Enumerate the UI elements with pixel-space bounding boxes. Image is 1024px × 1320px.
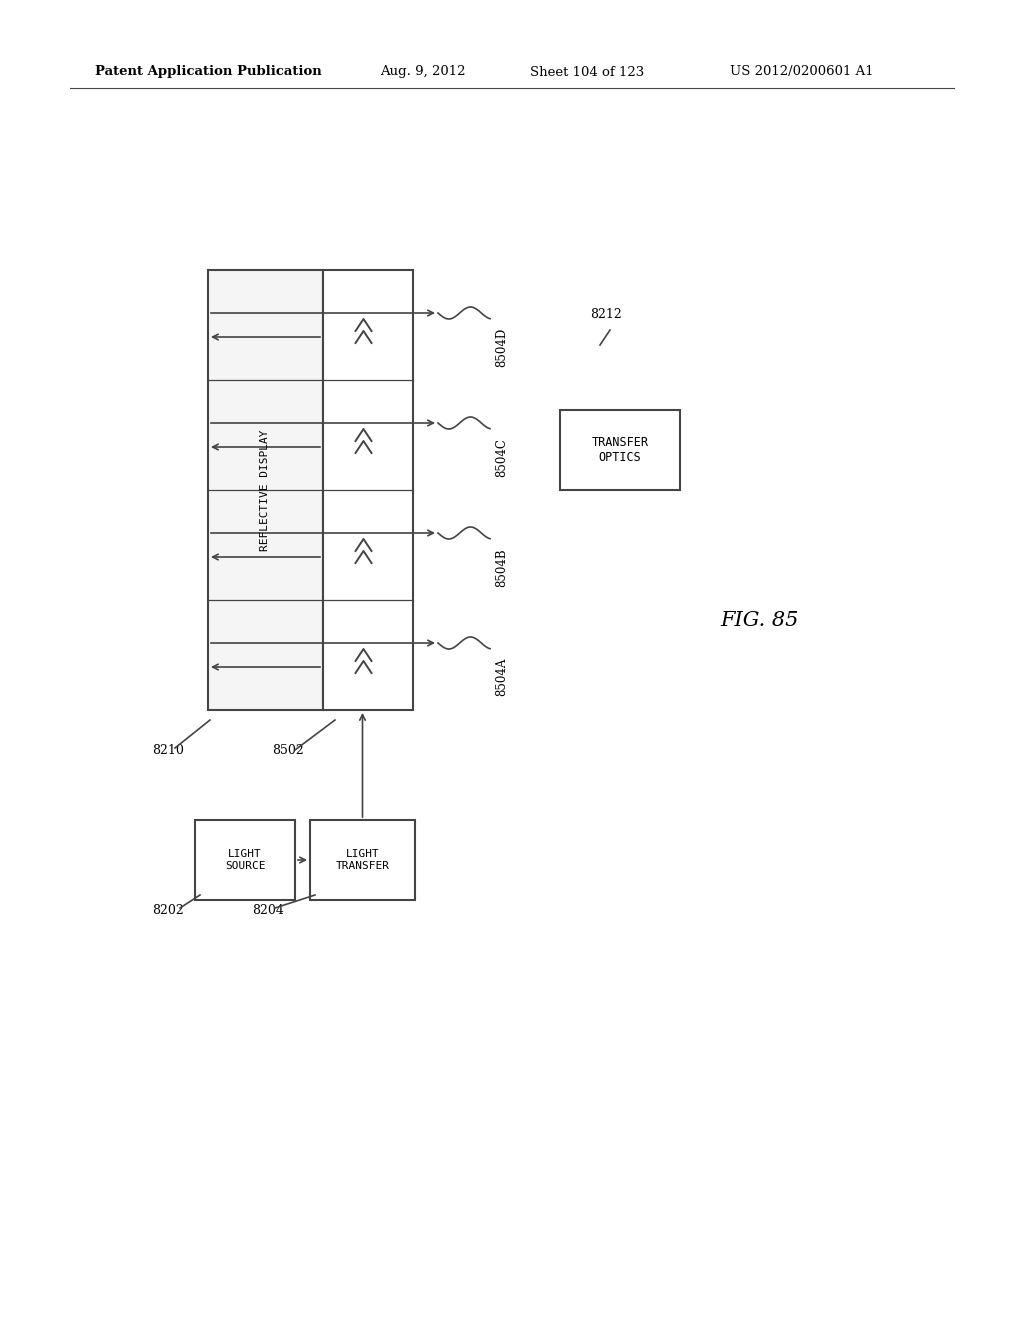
- Bar: [323, 271, 413, 710]
- Text: 8502: 8502: [272, 743, 304, 756]
- Bar: [195, 820, 295, 900]
- Text: LIGHT
TRANSFER: LIGHT TRANSFER: [336, 849, 389, 871]
- Bar: [310, 820, 415, 900]
- Bar: [208, 271, 323, 710]
- Text: LIGHT
SOURCE: LIGHT SOURCE: [224, 849, 265, 871]
- Text: 8504C: 8504C: [495, 438, 508, 477]
- Text: Aug. 9, 2012: Aug. 9, 2012: [380, 66, 466, 78]
- Text: REFLECTIVE DISPLAY: REFLECTIVE DISPLAY: [260, 429, 270, 550]
- Text: Patent Application Publication: Patent Application Publication: [95, 66, 322, 78]
- Bar: [560, 411, 680, 490]
- Text: 8202: 8202: [152, 903, 183, 916]
- Text: 8204: 8204: [252, 903, 284, 916]
- Text: FIG. 85: FIG. 85: [720, 610, 799, 630]
- Text: 8504A: 8504A: [495, 657, 508, 697]
- Text: 8504B: 8504B: [495, 548, 508, 586]
- Text: 8210: 8210: [152, 743, 184, 756]
- Text: 8504D: 8504D: [495, 327, 508, 367]
- Text: US 2012/0200601 A1: US 2012/0200601 A1: [730, 66, 873, 78]
- Text: Sheet 104 of 123: Sheet 104 of 123: [530, 66, 644, 78]
- Text: 8212: 8212: [590, 309, 622, 322]
- Text: TRANSFER
OPTICS: TRANSFER OPTICS: [592, 436, 648, 465]
